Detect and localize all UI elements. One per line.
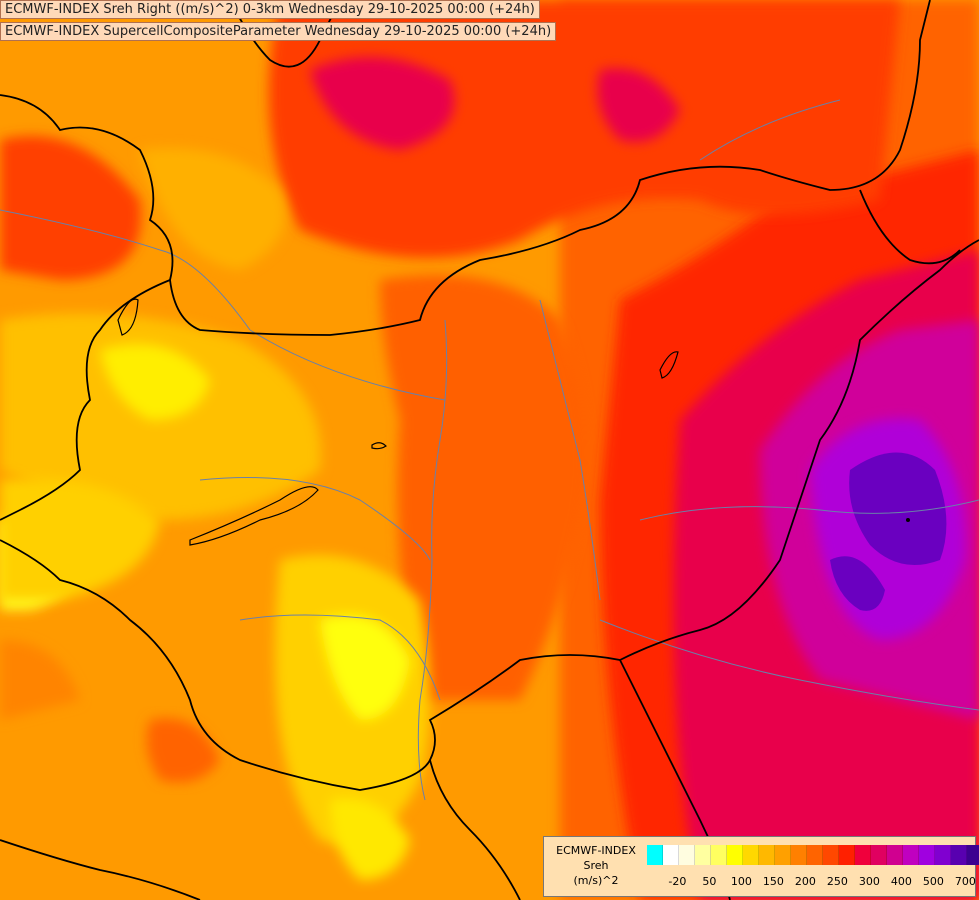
legend-swatch [791,845,807,865]
legend-swatch [759,845,775,865]
legend-swatch [855,845,871,865]
legend-swatch [775,845,791,865]
legend-parameter: Sreh [583,859,609,872]
legend-swatch [935,845,951,865]
legend-tick-label: -20 [668,875,687,888]
color-legend: ECMWF-INDEX Sreh (m/s)^2 -20 50 100 150 200 2… [543,836,979,897]
legend-unit: (m/s)^2 [573,874,619,887]
legend-tick-label: 150 [762,875,784,888]
map-title-line1: ECMWF-INDEX Sreh Right ((m/s)^2) 0-3km W… [0,0,540,19]
legend-swatch [823,845,839,865]
legend-tick-label: 500 [922,875,944,888]
legend-swatch [695,845,711,865]
river-lines [0,99,979,801]
legend-swatch [711,845,727,865]
map-title-line2: ECMWF-INDEX SupercellCompositeParameter … [0,22,557,41]
legend-swatch [807,845,823,865]
legend-tick-label: 50 [702,875,717,888]
legend-swatch [871,845,887,865]
legend-tick-label: 400 [890,875,912,888]
legend-tick-label: 700 [954,875,976,888]
legend-swatch [951,845,967,865]
legend-swatch [679,845,695,865]
legend-tick-label: 300 [858,875,880,888]
legend-swatch [919,845,935,865]
legend-source: ECMWF-INDEX [556,844,636,857]
legend-swatch [887,845,903,865]
legend-swatch [727,845,743,865]
legend-swatch [967,845,979,865]
legend-swatch [647,845,663,865]
legend-ticks: -20 50 100 150 200 250 300 400 500 700 [647,875,975,889]
legend-swatch [903,845,919,865]
legend-tick-label: 200 [794,875,816,888]
legend-swatch [743,845,759,865]
legend-label: ECMWF-INDEX Sreh (m/s)^2 [548,843,644,888]
legend-swatch [663,845,679,865]
city-marker [906,518,910,522]
legend-swatch [839,845,855,865]
legend-tick-label: 250 [826,875,848,888]
legend-colorbar [647,845,979,865]
lakes [117,298,679,546]
legend-tick-label: 100 [730,875,752,888]
